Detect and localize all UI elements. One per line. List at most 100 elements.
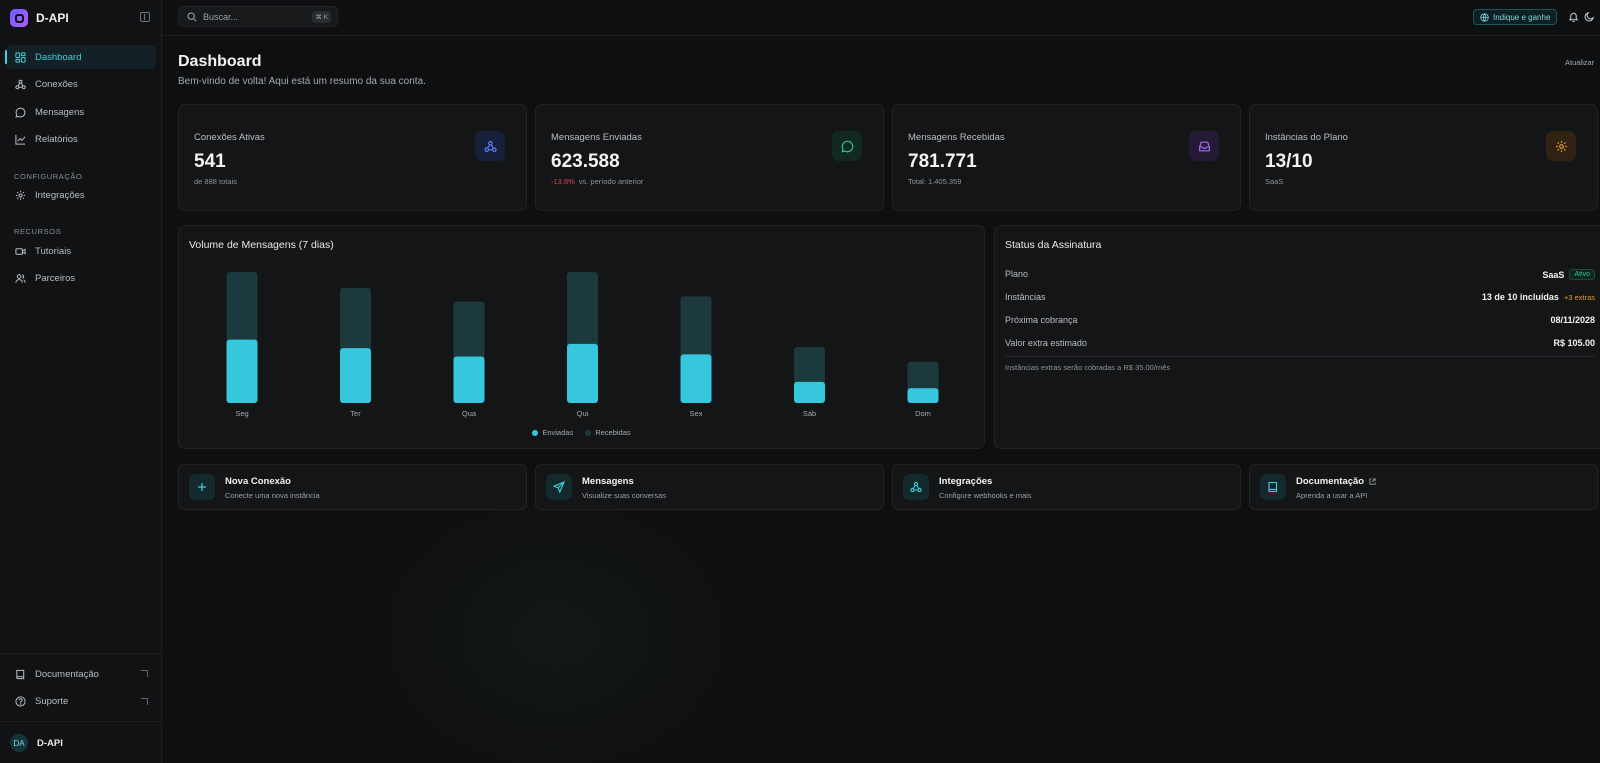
sidebar-bottom-nav: Documentação Suporte [6, 662, 156, 717]
sidebar-item-dashboard[interactable]: Dashboard [5, 45, 156, 69]
refresh-button[interactable]: Atualizar [1565, 58, 1595, 67]
resources-nav: Tutoriais Parceiros [6, 239, 156, 294]
sidebar-item-relatorios[interactable]: Relatórios [6, 128, 156, 152]
row-value: 08/11/2028 [1550, 315, 1595, 325]
action-subtitle: Conecte uma nova instância [225, 491, 320, 500]
bar-enviadas-Ter[interactable] [340, 348, 371, 403]
sidebar-item-label: Parceiros [35, 273, 76, 284]
refer-button[interactable]: Indique e ganhe [1473, 9, 1558, 25]
sidebar-item-tutoriais[interactable]: Tutoriais [6, 239, 156, 263]
legend-label: Enviadas [542, 428, 574, 437]
bar-recebidas-Seg[interactable] [226, 272, 258, 343]
users-icon [15, 273, 26, 284]
bar-enviadas-Seg[interactable] [226, 339, 258, 403]
action-mensagens[interactable]: Mensagens Visualize suas conversas [535, 464, 884, 510]
bar-recebidas-Dom[interactable] [907, 361, 939, 392]
bar-enviadas-Sáb[interactable] [794, 381, 825, 403]
bar-enviadas-Dom[interactable] [907, 388, 939, 403]
row-label: Plano [1005, 269, 1029, 279]
sidebar-divider [0, 721, 162, 722]
search-input[interactable] [203, 11, 303, 22]
stat-label: Instâncias do Plano [1265, 132, 1348, 143]
legend-swatch [532, 429, 539, 436]
external-link-icon [141, 670, 148, 677]
bar-recebidas-Qua[interactable] [453, 301, 485, 360]
brand[interactable]: D-API [10, 8, 69, 28]
action-title-text: Documentação [1296, 476, 1365, 487]
plan-name: SaaS [1542, 269, 1565, 280]
subscription-row-plano: Plano SaaS Ativo [1005, 269, 1595, 283]
external-link-icon [141, 697, 148, 705]
sidebar-item-label: Mensagens [35, 106, 85, 118]
sidebar-item-suporte[interactable]: Suporte [6, 690, 156, 714]
bar-recebidas-Ter[interactable] [340, 287, 371, 352]
x-tick-label: Sáb [803, 409, 816, 418]
bell-icon[interactable] [1568, 11, 1579, 22]
legend-item-enviadas[interactable]: Enviadas [532, 428, 573, 437]
stat-foot: -13.8% vs. período anterior [551, 177, 643, 186]
row-value: 13 de 10 incluídas +3 extras [1482, 292, 1595, 302]
sidebar-item-conexoes[interactable]: Conexões [6, 73, 156, 97]
user-menu[interactable]: DA D-API [10, 734, 63, 752]
chart-legend: Enviadas Recebidas [179, 428, 984, 437]
legend-item-recebidas[interactable]: Recebidas [585, 428, 631, 437]
sidebar-collapse-icon[interactable] [140, 12, 150, 22]
main-nav: Dashboard Conexões Mensagens Relatórios [5, 45, 156, 155]
sidebar-item-parceiros[interactable]: Parceiros [6, 267, 156, 291]
subscription-panel: Status da Assinatura Plano SaaS Ativo Ins… [994, 225, 1600, 449]
chart-panel: Volume de Mensagens (7 dias) Seg Ter Qua Qu… [178, 225, 985, 449]
video-icon [15, 246, 26, 257]
search-box[interactable]: ⌘ K [178, 6, 338, 27]
status-badge: Ativo [1569, 269, 1595, 280]
bar-recebidas-Sáb[interactable] [794, 347, 825, 385]
row-value: SaaS Ativo [1542, 269, 1595, 280]
send-icon [546, 474, 572, 500]
action-nova-conexao[interactable]: Nova Conexão Conecte uma nova instância [178, 464, 527, 510]
page-subtitle: Bem-vindo de volta! Aqui está um resumo … [178, 76, 426, 87]
webhook-icon [903, 474, 929, 500]
user-name: D-API [37, 737, 63, 749]
page-title: Dashboard [178, 53, 262, 70]
x-tick-label: Dom [915, 409, 931, 418]
action-title: Documentação [1296, 476, 1376, 487]
stat-foot: SaaS [1265, 177, 1284, 186]
book-icon [15, 669, 26, 680]
avatar: DA [10, 734, 28, 752]
gear-icon [1546, 131, 1576, 161]
sidebar-item-mensagens[interactable]: Mensagens [6, 100, 156, 124]
stat-card-enviadas: Mensagens Enviadas 623.588 -13.8% vs. per… [535, 104, 884, 211]
sidebar-item-label: Documentação [35, 668, 99, 680]
moon-icon[interactable] [1584, 11, 1595, 22]
brand-logo-icon [10, 9, 28, 27]
bar-enviadas-Sex[interactable] [680, 354, 712, 403]
bar-enviadas-Qui[interactable] [567, 343, 598, 403]
bar-enviadas-Qua[interactable] [453, 356, 485, 403]
stat-label: Conexões Ativas [194, 132, 265, 143]
chart-title: Volume de Mensagens (7 dias) [189, 239, 334, 251]
brand-name: D-API [36, 11, 69, 25]
stat-change: -13.8% [551, 177, 575, 186]
row-label: Próxima cobrança [1005, 315, 1078, 325]
subscription-row-instancias: Instâncias 13 de 10 incluídas +3 extras [1005, 292, 1595, 306]
sidebar-divider [0, 653, 162, 654]
sidebar-item-integracoes[interactable]: Integrações [6, 183, 156, 207]
sidebar-item-documentacao[interactable]: Documentação [6, 662, 156, 686]
action-integracoes[interactable]: Integrações Configure webhooks e mais [892, 464, 1241, 510]
x-tick-label: Qua [462, 409, 477, 418]
action-documentacao[interactable]: Documentação Aprenda a usar a API [1249, 464, 1598, 510]
gear-icon [15, 190, 26, 201]
section-label-resources: RECURSOS [14, 227, 62, 236]
action-subtitle: Aprenda a usar a API [1296, 491, 1368, 500]
bar-recebidas-Sex[interactable] [680, 296, 712, 358]
action-title: Integrações [939, 476, 993, 487]
subscription-note: Instâncias extras serão cobradas a R$ 35… [1005, 363, 1171, 372]
stat-value: 541 [194, 151, 226, 172]
background-glow [345, 470, 765, 763]
config-nav: Integrações [6, 183, 156, 211]
bar-recebidas-Qui[interactable] [567, 272, 598, 347]
sidebar-item-label: Conexões [35, 79, 78, 90]
chart-line-icon [15, 134, 26, 145]
stat-foot: Total: 1.405.359 [908, 177, 962, 186]
globe-icon [1480, 12, 1489, 22]
